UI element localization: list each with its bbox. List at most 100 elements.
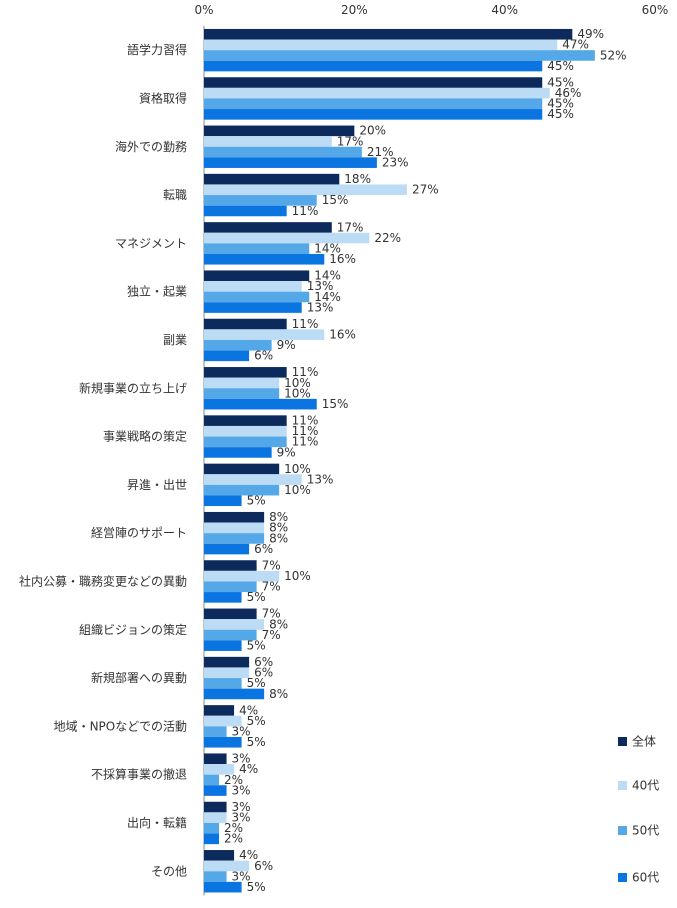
bar [204, 377, 280, 389]
bar [204, 495, 242, 507]
data-label: 8% [269, 521, 288, 535]
bar [204, 533, 265, 544]
bar [204, 608, 257, 620]
bar [204, 350, 250, 362]
data-label: 27% [412, 183, 439, 197]
category-label: 地域・NPOなどでの活動 [54, 719, 187, 733]
category-labels: 語学力習得資格取得海外での勤務転職マネジメント独立・起業副業新規事業の立ち上げ事… [19, 42, 187, 878]
category-label: 副業 [163, 333, 187, 347]
bar [204, 136, 332, 147]
data-label: 45% [547, 107, 574, 121]
data-label: 6% [254, 655, 273, 669]
legend-label: 40代 [632, 779, 659, 793]
x-tick-label: 40% [491, 3, 518, 17]
bar [204, 785, 227, 796]
data-label: 4% [239, 762, 258, 776]
bar [204, 860, 250, 872]
data-label: 7% [262, 558, 281, 572]
bar [204, 367, 287, 378]
bar [204, 871, 227, 882]
category-label: 昇進・出世 [127, 478, 187, 492]
data-label: 11% [292, 204, 319, 218]
legend-swatch [618, 826, 627, 835]
bar [204, 109, 543, 120]
data-label: 7% [262, 607, 281, 621]
category-label: 社内公募・職務変更などの異動 [19, 573, 187, 588]
data-label: 7% [262, 628, 281, 642]
bar [204, 688, 265, 700]
x-tick-label: 20% [341, 3, 368, 17]
bar [204, 736, 242, 748]
bar [204, 705, 235, 716]
bar [204, 415, 287, 426]
bar [204, 522, 265, 534]
bar [204, 850, 235, 861]
data-label: 17% [337, 220, 364, 234]
bar [204, 812, 227, 823]
data-label: 5% [247, 880, 266, 894]
bar [204, 232, 370, 244]
bar [204, 447, 272, 458]
data-label: 5% [247, 735, 266, 749]
bar [204, 222, 332, 233]
bar [204, 833, 220, 845]
data-label: 8% [269, 510, 288, 524]
bar [204, 678, 242, 689]
bar [204, 801, 227, 813]
legend-swatch [618, 737, 627, 746]
bar [204, 881, 242, 893]
data-label: 9% [277, 445, 296, 459]
category-label: 資格取得 [139, 90, 187, 105]
bar [204, 87, 550, 99]
data-label: 3% [232, 724, 251, 738]
bar [204, 619, 265, 630]
data-label: 3% [232, 752, 251, 766]
bar [204, 39, 558, 51]
data-label: 5% [247, 676, 266, 690]
data-label: 2% [224, 773, 243, 787]
data-label: 15% [322, 397, 349, 411]
data-label: 5% [247, 590, 266, 604]
data-label: 49% [577, 27, 604, 41]
data-label: 10% [284, 462, 311, 476]
category-label: 海外での勤務 [115, 139, 187, 154]
data-label: 10% [284, 376, 311, 390]
bar [204, 184, 407, 196]
bar [204, 640, 242, 651]
data-label: 6% [254, 349, 273, 363]
category-label: その他 [151, 864, 187, 878]
category-label: 語学力習得 [127, 42, 187, 57]
bars [204, 28, 595, 893]
data-label: 46% [555, 86, 582, 100]
data-label: 45% [547, 75, 574, 89]
bar [204, 484, 280, 496]
category-label: 出向・転籍 [127, 815, 187, 830]
data-label: 47% [562, 38, 589, 52]
bar [204, 339, 272, 351]
bar [204, 28, 573, 40]
data-labels: 49%47%52%45%45%46%45%45%20%17%21%23%18%2… [224, 27, 627, 894]
data-label: 21% [367, 145, 394, 159]
bar [204, 726, 227, 737]
data-label: 3% [232, 869, 251, 883]
bar [204, 764, 235, 775]
bar [204, 667, 250, 679]
data-label: 13% [307, 279, 334, 293]
bar [204, 60, 543, 72]
data-label: 52% [600, 48, 627, 62]
bar [204, 318, 287, 330]
bar [204, 329, 325, 340]
bar [204, 195, 317, 206]
data-label: 23% [382, 155, 409, 169]
bar [204, 511, 265, 523]
data-label: 6% [254, 666, 273, 680]
data-label: 11% [292, 424, 319, 438]
data-label: 10% [284, 386, 311, 400]
legend-swatch [618, 873, 627, 882]
x-tick-label: 0% [194, 3, 213, 17]
data-label: 2% [224, 821, 243, 835]
data-label: 14% [314, 290, 341, 304]
bar [204, 77, 543, 88]
data-label: 8% [269, 531, 288, 545]
